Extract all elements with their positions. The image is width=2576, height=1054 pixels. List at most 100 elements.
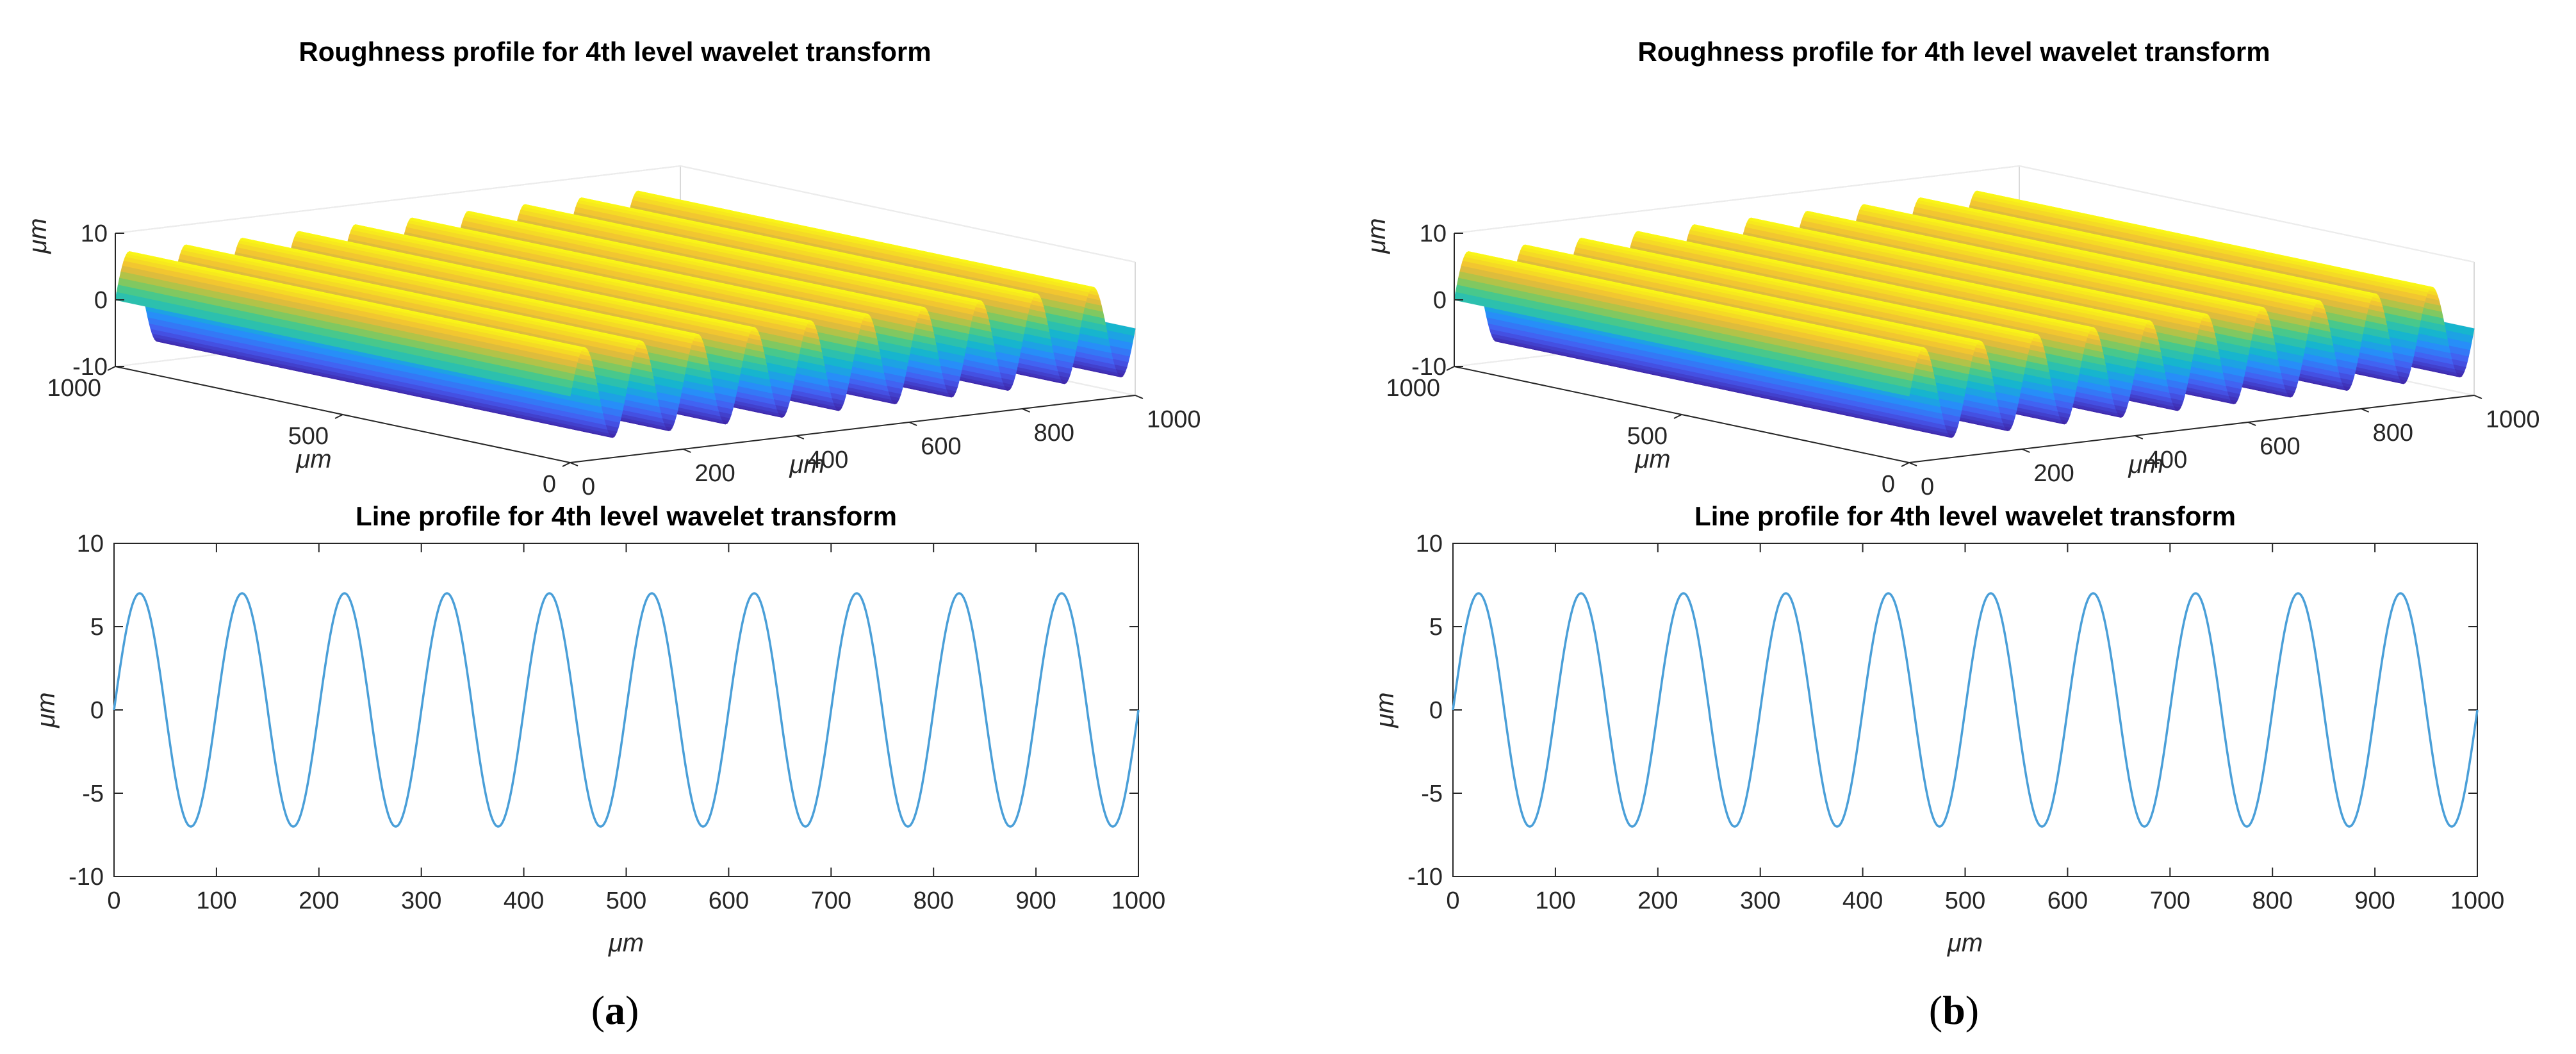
y-tick-label: 0 xyxy=(543,471,556,498)
x-tick-label: 600 xyxy=(921,433,961,460)
grid-line xyxy=(680,165,1136,263)
x-tick-label: 100 xyxy=(1535,887,1575,914)
y-tick-label: 500 xyxy=(1627,423,1668,450)
y-tick-label: 0 xyxy=(1429,697,1443,724)
x-axis-line xyxy=(1908,395,2475,463)
x-tick-label: 800 xyxy=(2252,887,2292,914)
chart-title: Roughness profile for 4th level wavelet … xyxy=(1637,37,2270,67)
panel-caption-a: (a) xyxy=(591,987,639,1033)
series-line-profile xyxy=(113,592,1140,828)
x-tick-mark xyxy=(1022,408,1030,413)
x-tick-mark xyxy=(2473,395,2482,399)
y-axis-label: μm xyxy=(32,692,60,728)
x-tick-label: 0 xyxy=(1921,473,1934,500)
x-tick-mark xyxy=(2135,435,2144,440)
series-line-profile xyxy=(1452,592,2479,828)
x-tick-label: 700 xyxy=(2150,887,2190,914)
y-tick-label: 0 xyxy=(90,697,104,724)
z-tick-label: -10 xyxy=(1411,354,1447,381)
x-tick-mark xyxy=(2361,408,2369,413)
x-tick-label: 900 xyxy=(2354,887,2395,914)
x-axis-label: μm xyxy=(2128,450,2163,479)
y-tick-label: 10 xyxy=(1416,531,1443,557)
x-tick-label: 200 xyxy=(694,460,735,487)
z-axis-label: μm xyxy=(24,218,52,254)
y-tick-label: -5 xyxy=(82,780,104,807)
x-tick-label: 200 xyxy=(2033,460,2074,487)
x-tick-label: 200 xyxy=(299,887,339,914)
z-tick-label: -10 xyxy=(72,354,108,381)
x-tick-label: 500 xyxy=(1945,887,1985,914)
y-tick-mark xyxy=(1673,414,1682,419)
y-tick-label: 1000 xyxy=(1386,375,1440,402)
y-tick-mark xyxy=(562,462,571,467)
x-tick-label: 700 xyxy=(811,887,851,914)
z-axis-label: μm xyxy=(1363,218,1391,254)
y-tick-mark xyxy=(1901,462,1910,467)
surface-chart-b: 0 200 400 600 800 100005001000-10010Roughness… xyxy=(1363,37,2540,500)
y-tick-mark xyxy=(334,414,343,419)
x-tick-label: 900 xyxy=(1015,887,1056,914)
x-tick-label: 600 xyxy=(709,887,749,914)
x-tick-label: 0 xyxy=(1446,887,1459,914)
y-tick-label: 10 xyxy=(77,531,104,557)
y-axis-label: μm xyxy=(1371,692,1399,728)
grid-line xyxy=(1454,165,2020,234)
y-axis-label: μm xyxy=(295,445,331,473)
x-tick-label: 100 xyxy=(196,887,236,914)
chart-title: Line profile for 4th level wavelet trans… xyxy=(356,501,897,531)
y-axis-label: μm xyxy=(1634,445,1670,473)
x-tick-mark xyxy=(683,449,691,453)
x-tick-label: 500 xyxy=(606,887,646,914)
surface-strip xyxy=(1454,292,1911,397)
y-tick-label: -10 xyxy=(69,864,104,891)
surface-strip xyxy=(115,292,572,397)
x-tick-label: 800 xyxy=(2373,420,2413,447)
x-tick-label: 800 xyxy=(913,887,953,914)
panel-caption-b: (b) xyxy=(1928,987,1980,1033)
x-tick-label: 0 xyxy=(582,473,595,500)
x-tick-mark xyxy=(2247,422,2256,426)
chart-title: Roughness profile for 4th level wavelet … xyxy=(299,37,931,67)
line-chart-a: 0 100 200 300 400 500 600 700 800 900 1000 -10 -5 0 5 1… xyxy=(32,501,1165,957)
y-tick-label: 500 xyxy=(288,423,329,450)
x-tick-label: 300 xyxy=(401,887,441,914)
x-tick-label: 1000 xyxy=(1112,887,1166,914)
z-tick-label: 10 xyxy=(1420,220,1447,247)
x-tick-mark xyxy=(908,422,917,426)
x-axis-label: μm xyxy=(1947,929,1983,957)
line-chart-b: 0 100 200 300 400 500 600 700 800 900 1000 -10 -5 0 5 1… xyxy=(1371,501,2504,957)
x-tick-label: 0 xyxy=(107,887,120,914)
grid-line xyxy=(2019,165,2475,263)
x-tick-label: 800 xyxy=(1034,420,1074,447)
z-tick-label: 0 xyxy=(1433,287,1447,314)
x-tick-label: 300 xyxy=(1740,887,1780,914)
y-tick-mark xyxy=(1446,366,1455,371)
x-tick-label: 1000 xyxy=(2450,887,2505,914)
surface-chart-a: 0 200 400 600 800 100005001000-10010Roughness… xyxy=(24,37,1201,500)
x-tick-label: 600 xyxy=(2260,433,2300,460)
x-tick-mark xyxy=(2022,449,2030,453)
z-tick-label: 0 xyxy=(94,287,108,314)
y-tick-label: 1000 xyxy=(47,375,101,402)
x-tick-mark xyxy=(1908,462,1917,466)
chart-title: Line profile for 4th level wavelet trans… xyxy=(1694,501,2236,531)
x-tick-label: 400 xyxy=(504,887,544,914)
x-tick-mark xyxy=(570,462,578,466)
x-tick-label: 200 xyxy=(1637,887,1678,914)
x-tick-label: 1000 xyxy=(1147,406,1201,433)
x-tick-mark xyxy=(1135,395,1144,399)
y-tick-mark xyxy=(107,366,116,371)
y-tick-label: 5 xyxy=(1429,614,1443,641)
y-tick-label: -5 xyxy=(1421,780,1443,807)
x-axis-label: μm xyxy=(789,450,824,479)
x-tick-label: 400 xyxy=(1842,887,1883,914)
grid-line xyxy=(115,165,681,234)
y-tick-label: -10 xyxy=(1407,864,1443,891)
z-tick-label: 10 xyxy=(81,220,108,247)
x-tick-label: 400 xyxy=(808,447,848,473)
x-tick-label: 400 xyxy=(2147,447,2187,473)
x-axis-line xyxy=(570,395,1136,463)
x-tick-mark xyxy=(796,435,805,440)
